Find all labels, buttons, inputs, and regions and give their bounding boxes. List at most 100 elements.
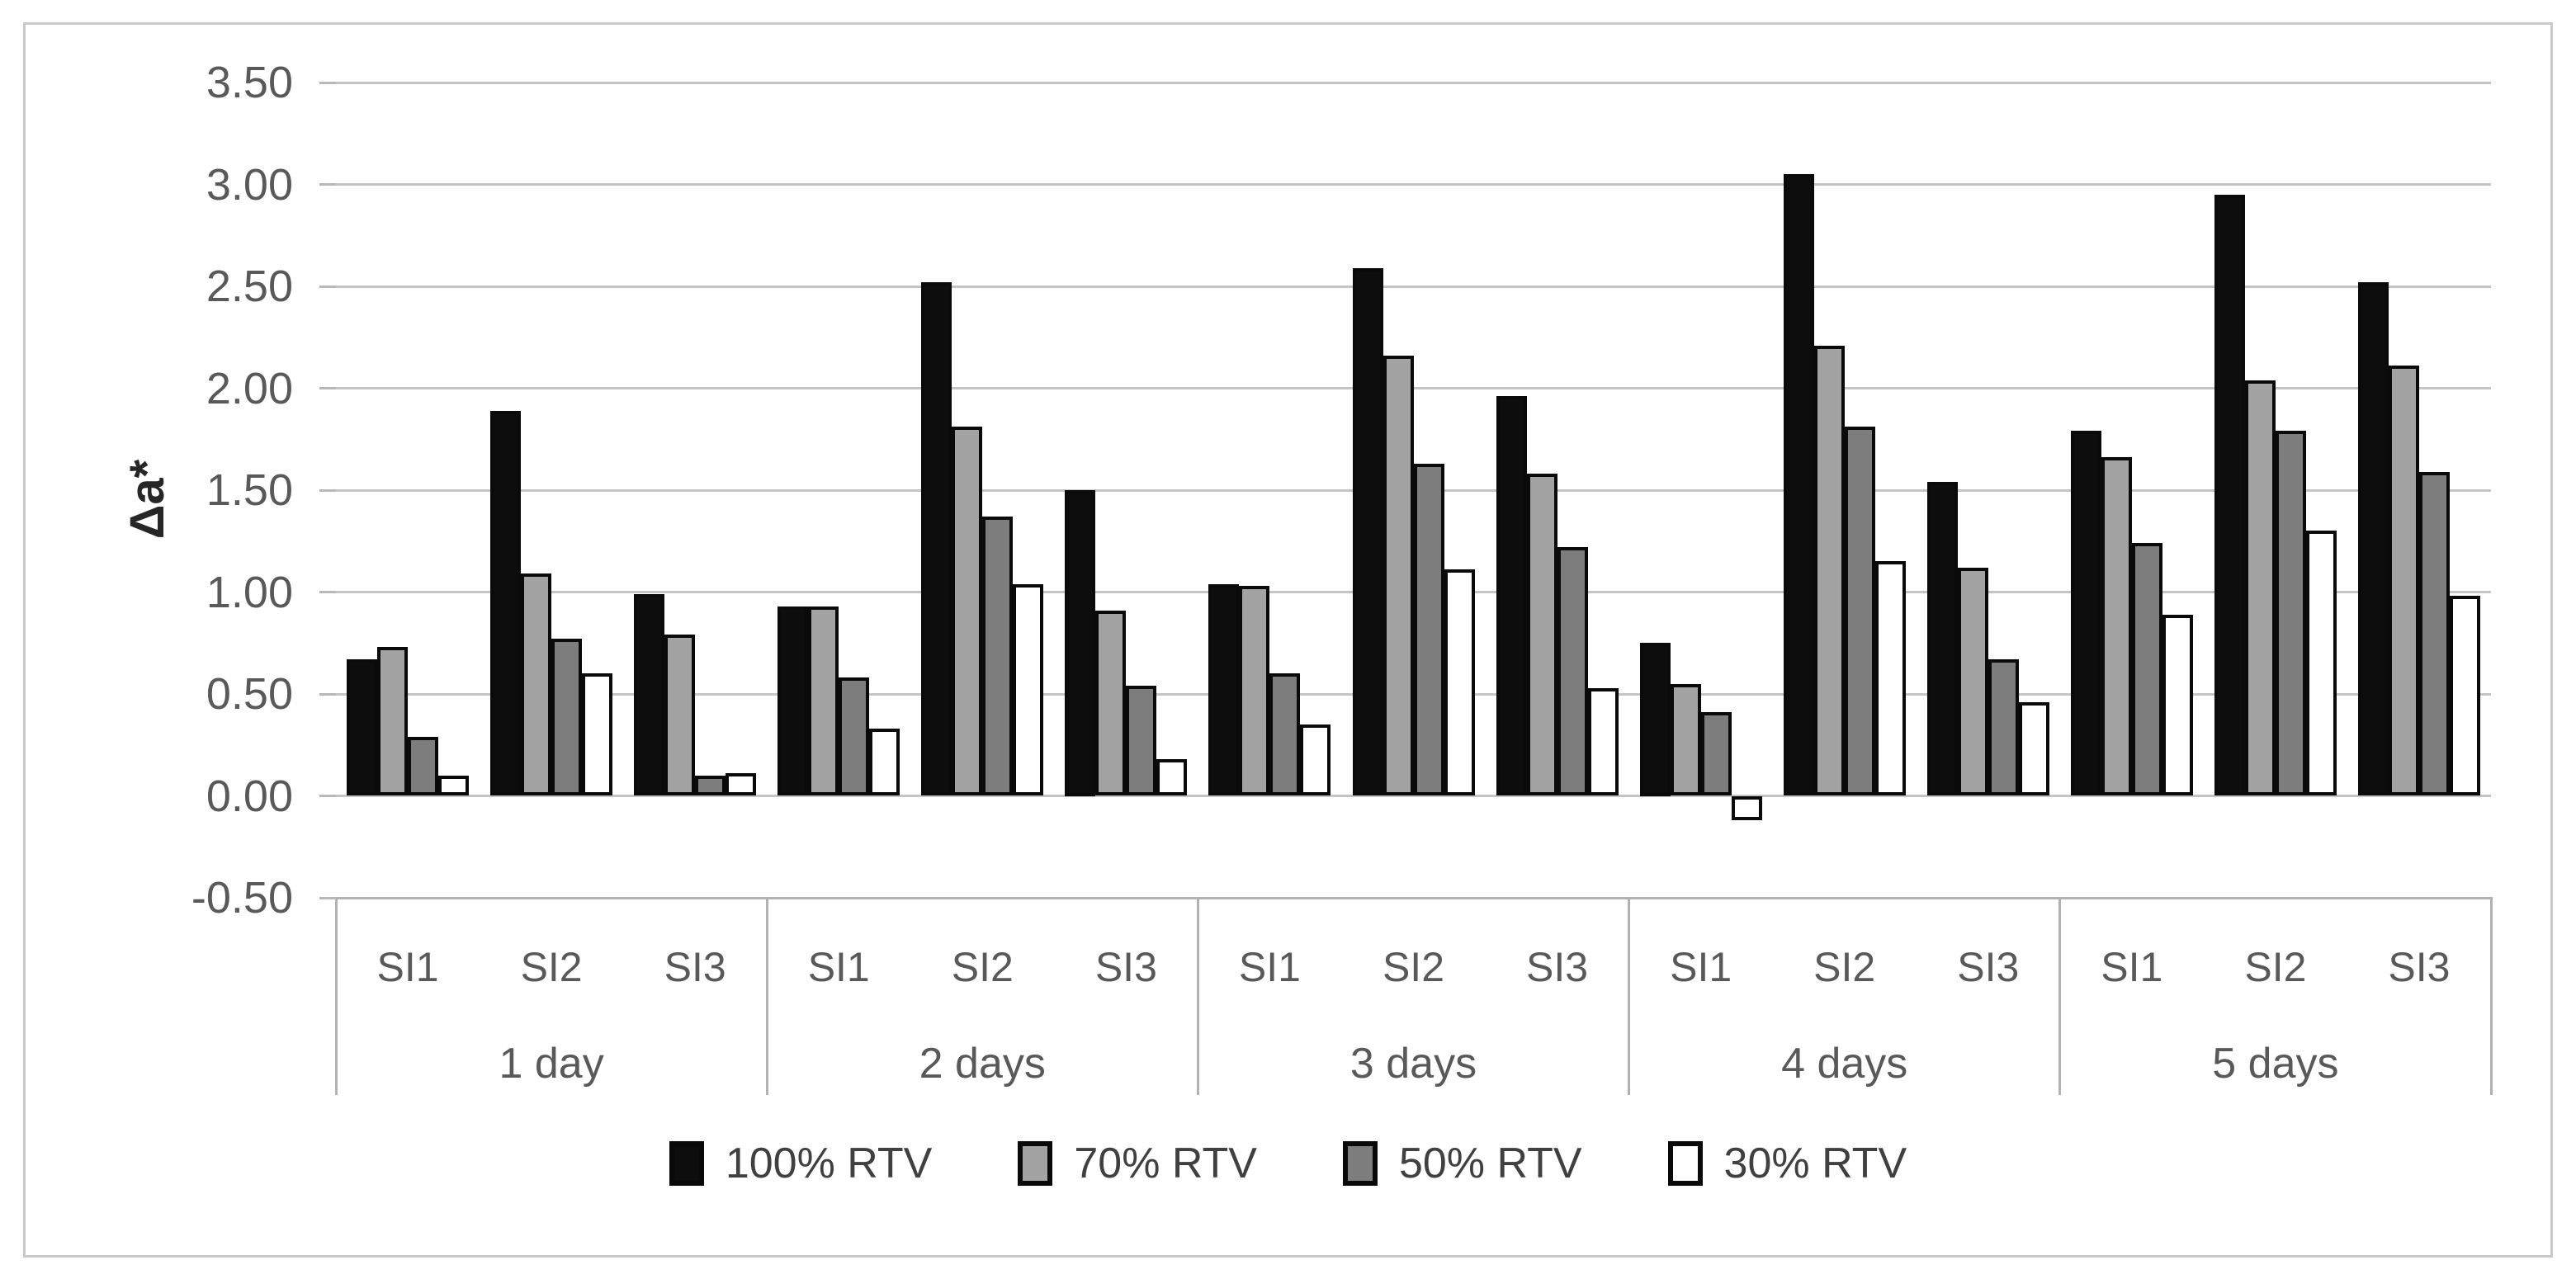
bar-50-rtv (1557, 547, 1588, 796)
y-axis-tick-mark (319, 795, 336, 797)
bar-50-rtv (2131, 543, 2162, 796)
category-axis-line (336, 896, 2491, 899)
bar-100-rtv (1639, 643, 1671, 796)
group-label: 3 days (1349, 1040, 1477, 1088)
category-label: SI2 (2244, 944, 2307, 990)
bar-30-rtv (1731, 795, 1762, 821)
legend-item-30-rtv: 30% RTV (1667, 1137, 1907, 1190)
bar-70-rtv (1957, 567, 1988, 796)
bar-100-rtv (2070, 431, 2101, 796)
bar-100-rtv (778, 606, 809, 796)
bar-50-rtv (1413, 463, 1444, 796)
category-label: SI2 (1813, 944, 1876, 990)
y-axis-tick-mark (319, 692, 336, 696)
category-label: SI1 (807, 944, 870, 990)
legend-item-100-rtv: 100% RTV (669, 1137, 933, 1190)
group-divider (2489, 896, 2493, 1095)
legend-item-50-rtv: 50% RTV (1342, 1137, 1582, 1190)
bar-50-rtv (695, 775, 726, 796)
gridline (336, 285, 2491, 288)
bar-100-rtv (634, 593, 665, 796)
gridline (336, 81, 2491, 84)
group-label: 4 days (1781, 1040, 1908, 1088)
bar-70-rtv (1095, 610, 1127, 796)
group-label: 1 day (499, 1040, 604, 1088)
bar-30-rtv (438, 775, 470, 796)
group-label: 2 days (919, 1040, 1046, 1088)
bar-50-rtv (839, 677, 870, 796)
bar-50-rtv (982, 517, 1014, 796)
bar-70-rtv (952, 427, 983, 796)
gridline (336, 387, 2491, 389)
bar-30-rtv (2449, 596, 2480, 796)
bar-30-rtv (1874, 561, 1906, 796)
bar-50-rtv (1126, 686, 1157, 796)
bar-30-rtv (1300, 724, 1331, 796)
bar-30-rtv (2162, 614, 2193, 796)
bar-50-rtv (1988, 659, 2019, 796)
gridline (336, 795, 2491, 797)
legend-label: 30% RTV (1723, 1140, 1907, 1187)
bar-50-rtv (2275, 431, 2306, 796)
bar-100-rtv (490, 410, 522, 796)
category-label: SI2 (951, 944, 1014, 990)
category-label: SI1 (2101, 944, 2163, 990)
legend-swatch-100-rtv (669, 1141, 704, 1186)
bar-30-rtv (582, 673, 613, 796)
category-label: SI3 (1526, 944, 1589, 990)
y-axis-tick-mark (319, 387, 336, 389)
category-label: SI3 (664, 944, 726, 990)
category-label: SI3 (1094, 944, 1157, 990)
category-label: SI2 (1382, 944, 1445, 990)
category-label: SI1 (1238, 944, 1301, 990)
legend-label: 100% RTV (725, 1140, 933, 1187)
category-label: SI2 (520, 944, 583, 990)
category-label: SI1 (376, 944, 439, 990)
legend-item-70-rtv: 70% RTV (1018, 1137, 1257, 1190)
legend: 100% RTV 70% RTV 50% RTV 30% RTV (0, 1132, 2576, 1195)
bar-100-rtv (1208, 583, 1240, 796)
bar-70-rtv (1813, 345, 1845, 796)
bar-50-rtv (551, 639, 583, 796)
bar-30-rtv (1013, 583, 1044, 796)
bar-100-rtv (1065, 490, 1096, 796)
y-tick-label: 1.50 (206, 465, 293, 515)
y-axis-tick-mark (319, 81, 336, 84)
bar-70-rtv (2101, 457, 2132, 796)
bar-50-rtv (2418, 471, 2450, 796)
bar-50-rtv (408, 736, 439, 796)
bar-30-rtv (1587, 687, 1619, 796)
y-tick-label: 3.50 (206, 58, 293, 107)
bar-70-rtv (664, 635, 696, 796)
bar-70-rtv (808, 606, 839, 796)
bar-70-rtv (2388, 366, 2419, 796)
group-divider (1628, 896, 1631, 1095)
bar-30-rtv (869, 728, 900, 796)
group-divider (2058, 896, 2062, 1095)
y-axis-tick-mark (319, 591, 336, 593)
group-label: 5 days (2212, 1040, 2339, 1088)
bar-100-rtv (1352, 267, 1383, 796)
bar-100-rtv (1496, 396, 1527, 796)
bar-100-rtv (1783, 174, 1814, 796)
legend-swatch-70-rtv (1018, 1141, 1053, 1186)
bar-70-rtv (521, 573, 552, 796)
legend-label: 70% RTV (1074, 1140, 1257, 1187)
bar-30-rtv (726, 773, 757, 796)
y-tick-label: -0.50 (191, 873, 293, 923)
y-tick-label: 2.00 (206, 363, 293, 413)
y-axis-tick-mark (319, 285, 336, 288)
bar-100-rtv (1926, 482, 1958, 796)
category-label: SI1 (1670, 944, 1732, 990)
y-axis-tick-mark (319, 183, 336, 186)
bar-70-rtv (2244, 380, 2276, 796)
bar-30-rtv (2018, 701, 2049, 796)
legend-swatch-50-rtv (1342, 1141, 1378, 1186)
y-tick-label: 0.00 (206, 771, 293, 821)
bar-70-rtv (1526, 474, 1557, 796)
y-tick-label: 3.00 (206, 159, 293, 210)
bar-70-rtv (1670, 683, 1701, 796)
legend-swatch-30-rtv (1667, 1141, 1703, 1186)
group-divider (334, 896, 338, 1095)
